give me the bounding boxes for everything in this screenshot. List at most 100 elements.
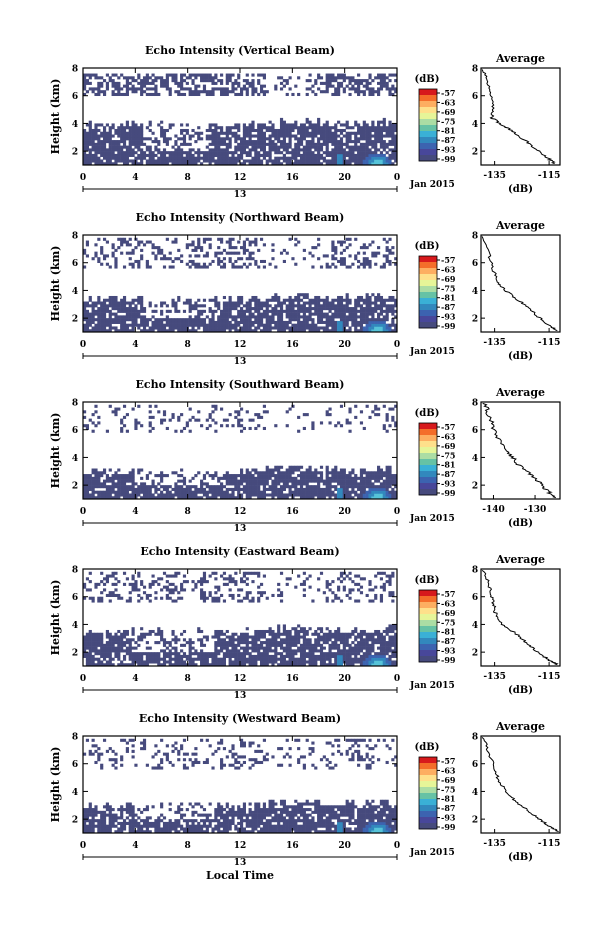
heatmap-cell (91, 140, 95, 144)
heatmap-cell (197, 126, 201, 130)
heatmap-cell (168, 649, 172, 653)
heatmap-cell (268, 128, 272, 133)
heatmap-cell (328, 421, 332, 425)
heatmap-cell (148, 421, 152, 425)
heatmap-cell (108, 657, 112, 661)
heatmap-cell (91, 482, 95, 486)
heatmap-cell (271, 318, 275, 322)
heatmap-cell (108, 159, 112, 163)
heatmap-cell (285, 424, 289, 428)
heatmap-cell (97, 159, 101, 163)
heatmap-cell (382, 254, 386, 258)
heatmap-cell (388, 87, 392, 91)
heatmap-cell (337, 151, 341, 155)
heatmap-cell (371, 312, 375, 316)
heatmap-cell (120, 243, 124, 247)
heatmap-cell (171, 240, 175, 244)
heatmap-cell (319, 474, 324, 478)
heatmap-cell (137, 153, 141, 157)
heatmap-cell (222, 265, 227, 269)
heatmap-cell (188, 254, 192, 258)
heatmap-cell (140, 87, 144, 91)
heatmap-cell (305, 315, 309, 319)
heatmap-cell (114, 413, 118, 417)
heatmap-cell (348, 137, 352, 141)
heatmap-cell (328, 407, 332, 411)
heatmap-cell (288, 479, 292, 483)
heatmap-cell (308, 148, 312, 152)
heatmap-cell (348, 153, 352, 157)
heatmap-cell (197, 148, 201, 152)
heatmap-cell (83, 309, 87, 313)
heatmap-cell (208, 262, 212, 266)
heatmap-cell (325, 479, 329, 483)
heatmap-cell (194, 254, 198, 258)
x-tick-label: 0 (80, 173, 86, 183)
heatmap-cell (351, 76, 355, 80)
heatmap-cell (351, 496, 355, 500)
heatmap-cell (91, 315, 95, 319)
heatmap-cell (228, 131, 232, 135)
heatmap-cell (97, 320, 101, 324)
heatmap-cell (188, 304, 192, 308)
colorbar-label: -69 (441, 441, 456, 451)
heatmap-cell (174, 649, 178, 653)
heatmap-cell (202, 593, 207, 598)
heatmap-cell (180, 413, 184, 417)
heatmap-cell (125, 87, 129, 91)
heatmap-cell (140, 142, 144, 146)
heatmap-cell (339, 81, 344, 85)
heatmap-cell (294, 465, 298, 469)
heatmap-cell (200, 591, 204, 595)
heatmap-cell (259, 90, 264, 94)
heatmap-cell (171, 298, 175, 302)
heatmap-cell (379, 320, 384, 324)
heatmap-cell (382, 487, 386, 491)
heatmap-cell (217, 318, 221, 322)
heatmap-cell (279, 128, 284, 133)
heatmap-cell (220, 574, 224, 578)
heatmap-cell (220, 251, 224, 255)
heatmap-cell (337, 496, 341, 500)
heatmap-cell (231, 307, 235, 311)
heatmap-cell (234, 304, 238, 308)
heatmap-cell (362, 476, 366, 480)
heatmap-cell (359, 262, 364, 266)
heatmap-cell (128, 128, 132, 133)
heatmap-cell (374, 471, 378, 475)
heatmap-cell (271, 145, 275, 149)
heatmap-cell (374, 156, 378, 160)
heatmap-cell (120, 596, 124, 600)
heatmap-cell (342, 259, 346, 264)
heatmap-cell (140, 159, 144, 163)
heatmap-cell (157, 76, 161, 80)
heatmap-cell (231, 490, 235, 494)
heatmap-cell (108, 140, 112, 144)
heatmap-cell (337, 259, 341, 264)
heatmap-cell (362, 120, 366, 124)
heatmap-cell (154, 84, 158, 88)
heatmap-cell (128, 307, 132, 311)
heatmap-cell (85, 323, 89, 327)
heatmap-cell (314, 307, 318, 311)
heatmap-cells (83, 73, 398, 166)
heatmap-cell (180, 585, 184, 589)
heatmap-cell (168, 153, 172, 157)
heatmap-cell (128, 76, 132, 80)
heatmap-cell (354, 485, 358, 489)
heatmap-cell (91, 307, 95, 311)
heatmap-cell (214, 429, 218, 433)
colorbar-swatch (419, 423, 437, 430)
heatmap-cell (305, 134, 309, 138)
heatmap-cell (197, 487, 201, 491)
heatmap-cell (137, 574, 141, 578)
heatmap-cell (339, 479, 344, 483)
heatmap-cell (83, 482, 87, 486)
heatmap-cell (114, 482, 118, 486)
heatmap-cell (211, 298, 215, 302)
heatmap-cell (357, 151, 361, 155)
heatmap-cell (208, 413, 212, 417)
heatmap-cell (211, 79, 215, 83)
heatmap-cell (83, 92, 87, 97)
heatmap-cell (294, 237, 298, 241)
